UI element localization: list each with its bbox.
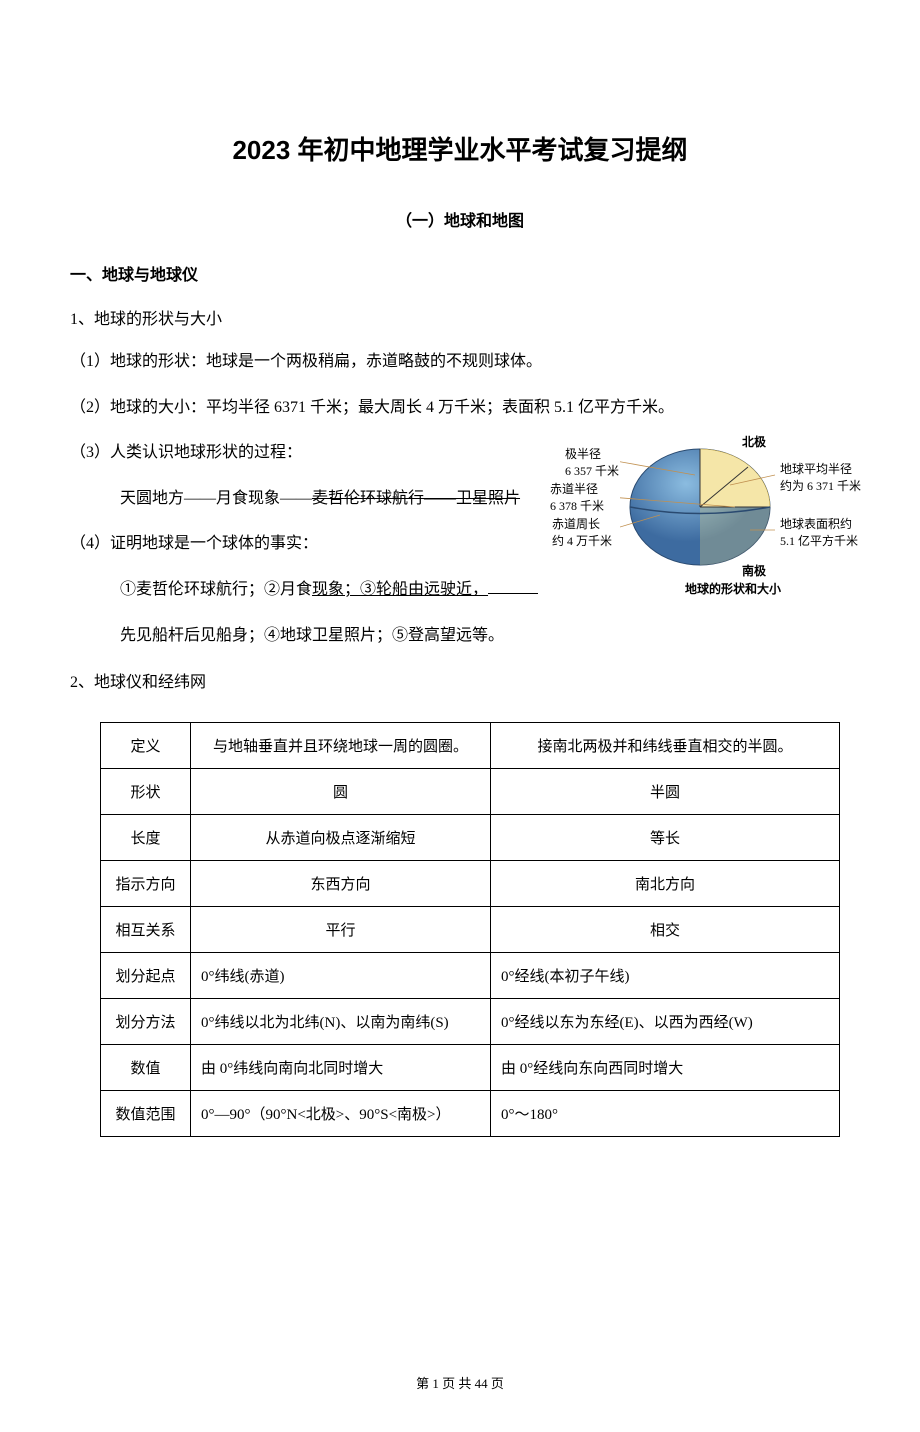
table-cell: 接南北两极并和纬线垂直相交的半圆。 [491,723,840,769]
row-label: 数值 [101,1045,191,1091]
avg-radius-label: 地球平均半径 约为 6 371 千米 [780,460,861,494]
page-title: 2023 年初中地理学业水平考试复习提纲 [70,130,850,167]
table-cell: 半圆 [491,769,840,815]
equator-radius-label: 赤道半径 6 378 千米 [550,480,604,514]
table-cell: 由 0°纬线向南向北同时增大 [191,1045,491,1091]
table-row: 划分方法 0°纬线以北为北纬(N)、以南为南纬(S) 0°经线以东为东经(E)、… [101,999,840,1045]
table-cell: 相交 [491,907,840,953]
footer-total: 44 [475,1376,488,1391]
comparison-table: 定义 与地轴垂直并且环绕地球一周的圆圈。 接南北两极并和纬线垂直相交的半圆。 形… [100,722,840,1137]
table-row: 指示方向 东西方向 南北方向 [101,861,840,907]
table-cell: 与地轴垂直并且环绕地球一周的圆圈。 [191,723,491,769]
item1-4-underline: 现象；③轮船由远驶近， [312,581,488,598]
table-row: 数值 由 0°纬线向南向北同时增大 由 0°经线向东向西同时增大 [101,1045,840,1091]
footer-mid: 页 共 [439,1376,475,1391]
row-label: 相互关系 [101,907,191,953]
table-cell: 东西方向 [191,861,491,907]
item1-3-strike: 麦哲伦环球航行——卫星照片 [312,490,520,507]
table-cell: 0°纬线(赤道) [191,953,491,999]
table-cell: 从赤道向极点逐渐缩短 [191,815,491,861]
table-cell: 平行 [191,907,491,953]
diagram-caption: 地球的形状和大小 [685,580,781,597]
surface-area-label: 地球表面积约 5.1 亿平方千米 [780,515,858,549]
footer-suffix: 页 [488,1376,504,1391]
circumference-label: 赤道周长 约 4 万千米 [552,515,612,549]
table-cell: 0°—90°（90°N<北极>、90°S<南极>） [191,1091,491,1137]
globe-svg [620,445,780,570]
item1-4-text-a: ①麦哲伦环球航行；②月食 [120,581,312,598]
footer-prefix: 第 [416,1376,432,1391]
row-label: 指示方向 [101,861,191,907]
row-label: 划分方法 [101,999,191,1045]
section1-heading: 一、地球与地球仪 [70,261,850,285]
table-row: 相互关系 平行 相交 [101,907,840,953]
table-cell: 由 0°经线向东向西同时增大 [491,1045,840,1091]
row-label: 长度 [101,815,191,861]
row-label: 定义 [101,723,191,769]
subtitle: （一）地球和地图 [70,207,850,231]
table-cell: 圆 [191,769,491,815]
table-row: 数值范围 0°—90°（90°N<北极>、90°S<南极>） 0°～180° [101,1091,840,1137]
table-cell: 0°～180° [491,1091,840,1137]
item1-3-text: 天圆地方——月食现象—— [120,490,312,507]
polar-radius-label: 极半径 6 357 千米 [565,445,619,479]
table-cell: 0°经线以东为东经(E)、以西为西经(W) [491,999,840,1045]
row-label: 划分起点 [101,953,191,999]
table-cell: 南北方向 [491,861,840,907]
row-label: 数值范围 [101,1091,191,1137]
item1-2: （2）地球的大小：平均半径 6371 千米；最大周长 4 万千米；表面积 5.1… [70,395,850,421]
table-cell: 0°经线(本初子午线) [491,953,840,999]
item2: 2、地球仪和经纬网 [70,668,850,692]
table-row: 划分起点 0°纬线(赤道) 0°经线(本初子午线) [101,953,840,999]
table-row: 形状 圆 半圆 [101,769,840,815]
table-row: 定义 与地轴垂直并且环绕地球一周的圆圈。 接南北两极并和纬线垂直相交的半圆。 [101,723,840,769]
table-cell: 0°纬线以北为北纬(N)、以南为南纬(S) [191,999,491,1045]
item1: 1、地球的形状与大小 [70,305,850,329]
page-footer: 第 1 页 共 44 页 [0,1373,920,1392]
table-row: 长度 从赤道向极点逐渐缩短 等长 [101,815,840,861]
item1-1: （1）地球的形状：地球是一个两极稍扁，赤道略鼓的不规则球体。 [70,349,850,375]
row-label: 形状 [101,769,191,815]
item1-4-line2: 先见船杆后见船身；④地球卫星照片；⑤登高望远等。 [70,623,850,649]
table-cell: 等长 [491,815,840,861]
earth-shape-diagram: 北极 极半径 6 357 千米 地球平均半径 约为 6 371 千米 赤道半径 … [490,440,870,620]
